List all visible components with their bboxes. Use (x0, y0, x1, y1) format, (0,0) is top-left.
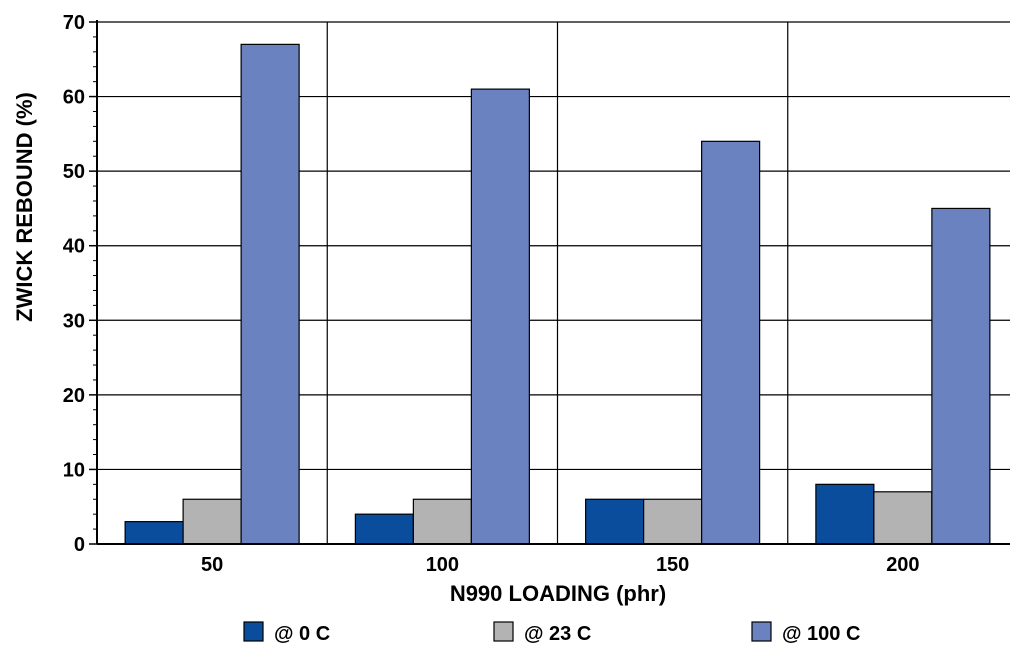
bars (124, 43, 991, 545)
axes (89, 20, 1010, 545)
x-tick-labels: 50 100 150 200 (201, 554, 920, 576)
bar-100-series-2 (470, 88, 530, 545)
legend: @ 0 C @ 23 C @ 100 C (243, 621, 860, 645)
legend-label-0: @ 0 C (274, 623, 330, 645)
y-tick-label-20: 20 (63, 385, 85, 407)
legend-label-2: @ 100 C (782, 623, 860, 645)
x-tick-label-150: 150 (656, 554, 689, 576)
bar-200-series-1 (873, 491, 933, 545)
y-tick-label-30: 30 (63, 310, 85, 332)
y-tick-label-10: 10 (63, 459, 85, 481)
x-tick-label-50: 50 (201, 554, 223, 576)
bar-150-series-0 (585, 498, 645, 545)
y-tick-label-0: 0 (74, 534, 85, 556)
x-tick-label-100: 100 (426, 554, 459, 576)
bar-150-series-2 (701, 140, 761, 545)
bar-150-series-1 (643, 498, 703, 545)
x-axis-title: N990 LOADING (phr) (450, 581, 666, 606)
bar-200-series-0 (815, 483, 875, 545)
y-tick-label-50: 50 (63, 161, 85, 183)
bar-200-series-2 (931, 207, 991, 545)
bar-100-series-1 (412, 498, 472, 545)
grid-lines (97, 21, 1010, 544)
y-tick-labels: 0 10 20 30 40 50 60 70 (63, 12, 85, 556)
legend-swatch-1 (493, 621, 514, 642)
legend-label-1: @ 23 C (524, 623, 591, 645)
y-axis-title: ZWICK REBOUND (%) (12, 92, 37, 322)
bar-50-series-0 (124, 521, 184, 545)
y-tick-label-60: 60 (63, 87, 85, 109)
legend-swatch-2 (751, 621, 772, 642)
legend-swatch-0 (243, 621, 264, 642)
y-tick-label-70: 70 (63, 12, 85, 34)
x-tick-label-200: 200 (886, 554, 919, 576)
y-tick-label-40: 40 (63, 236, 85, 258)
bar-50-series-1 (182, 498, 242, 545)
bar-100-series-0 (354, 513, 414, 545)
bar-50-series-2 (240, 43, 300, 545)
